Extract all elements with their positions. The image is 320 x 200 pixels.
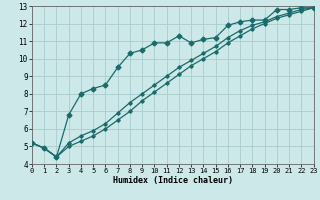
X-axis label: Humidex (Indice chaleur): Humidex (Indice chaleur) [113, 176, 233, 185]
